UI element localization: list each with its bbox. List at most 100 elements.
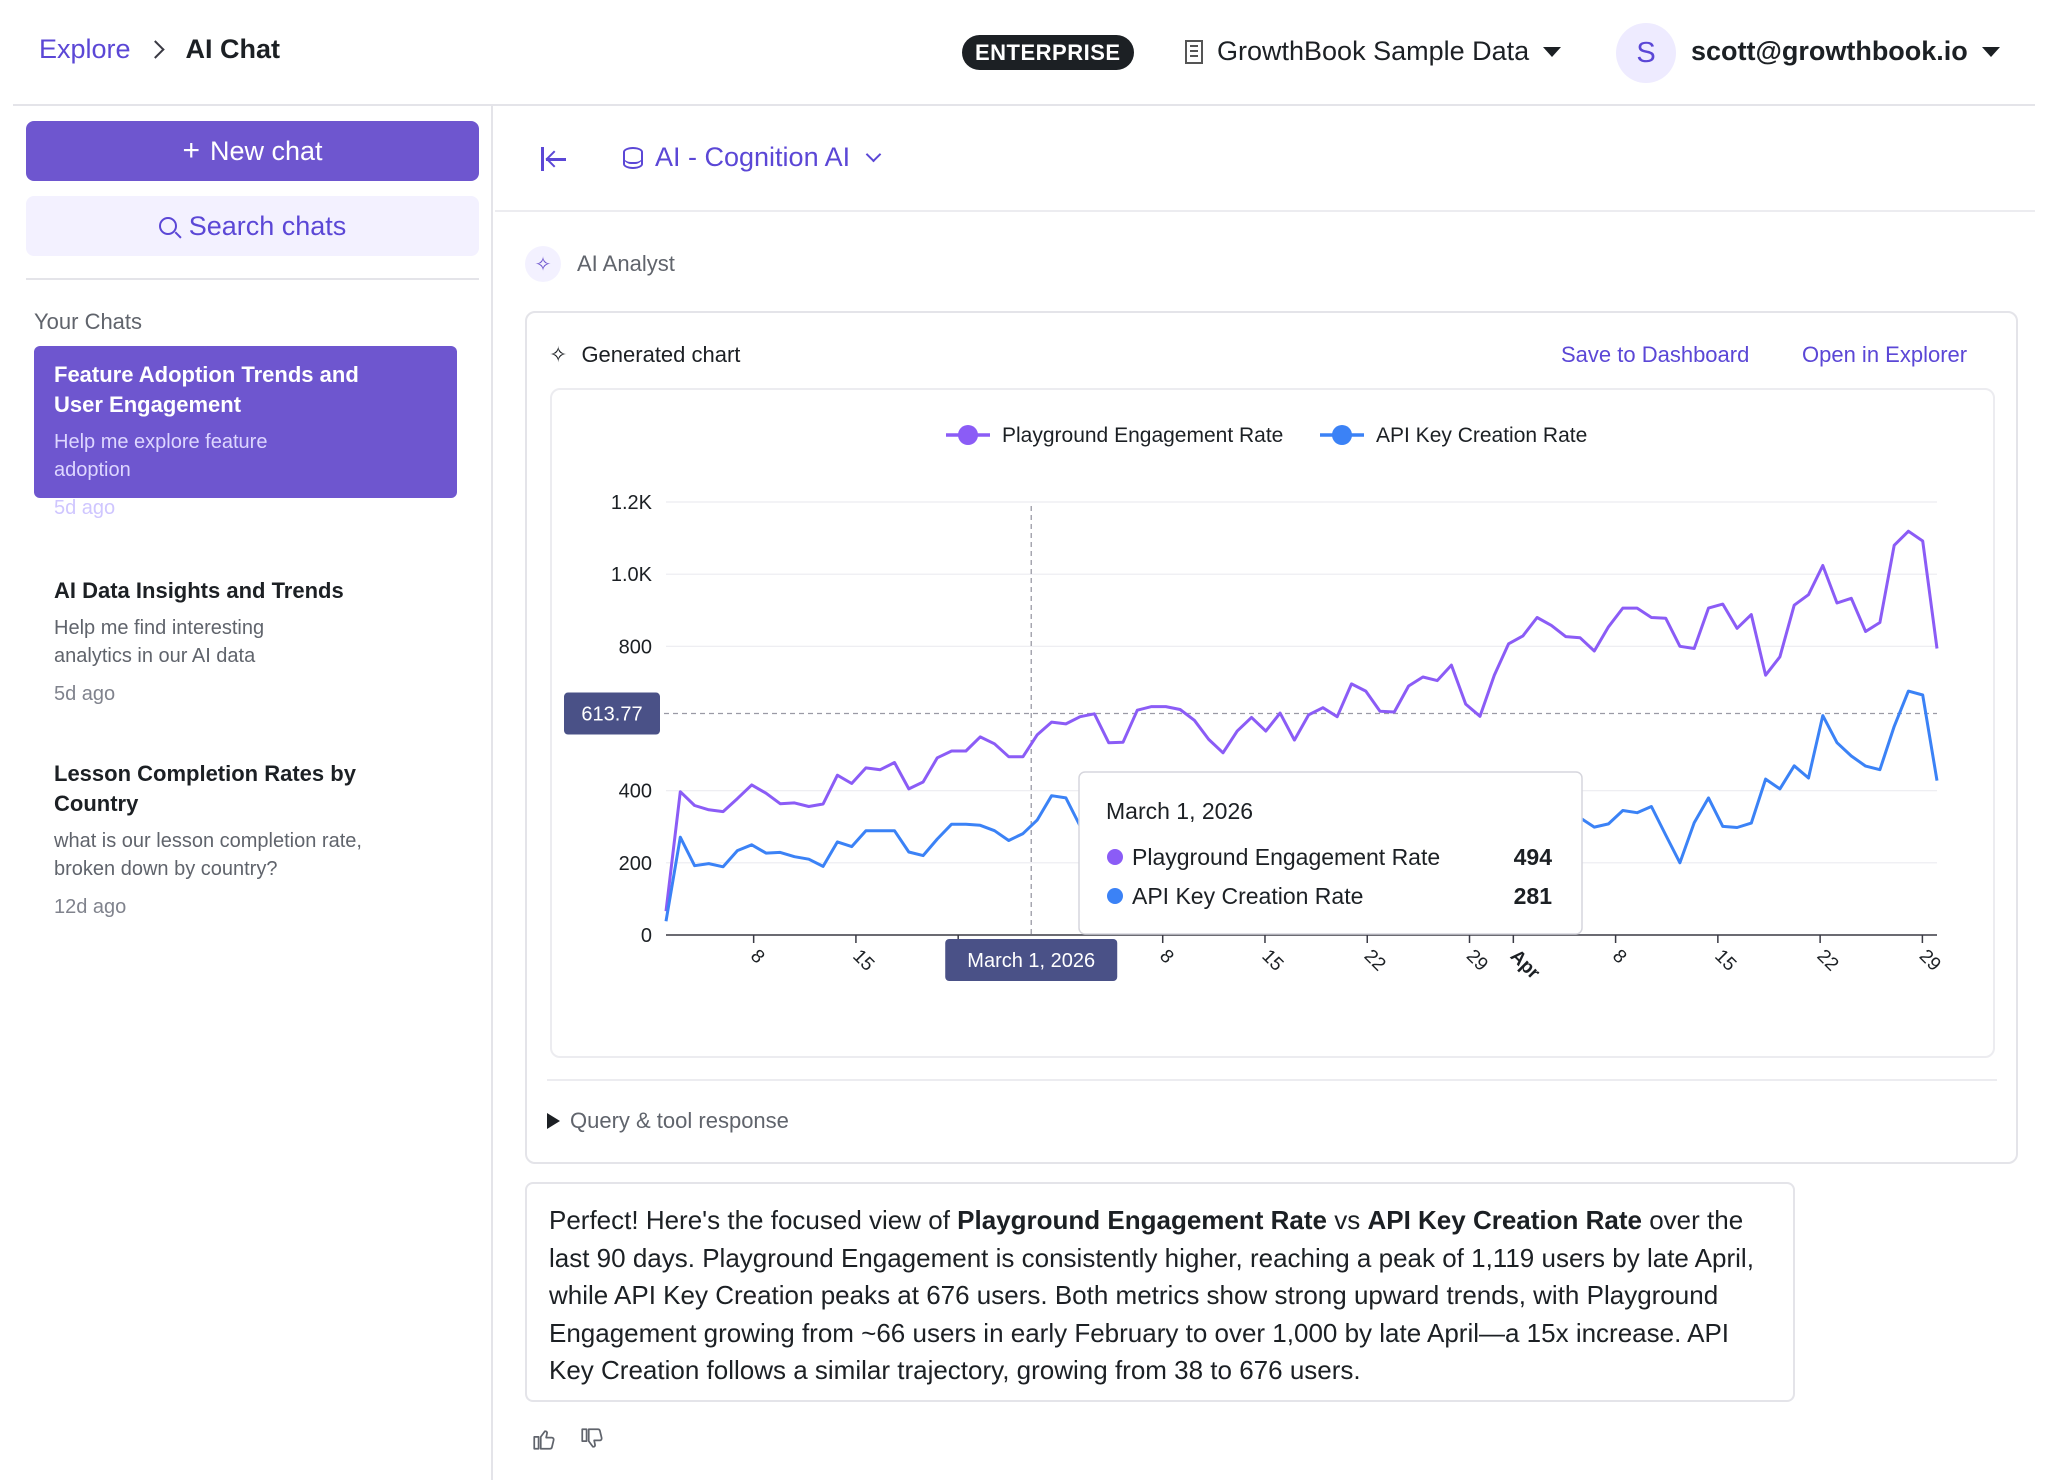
chat-time: 12d ago xyxy=(54,896,127,918)
crosshair-x-label: March 1, 2026 xyxy=(967,950,1095,972)
tooltip-series-name: API Key Creation Rate xyxy=(1132,883,1363,909)
x-tick-label: 15 xyxy=(1710,946,1740,976)
breadcrumb-explore-link[interactable]: Explore xyxy=(39,34,131,64)
legend-label: Playground Engagement Rate xyxy=(1002,424,1283,447)
card-title: ✧ Generated chart xyxy=(549,342,740,368)
ai-analyst-text: AI Analyst xyxy=(577,251,675,276)
enterprise-badge: ENTERPRISE xyxy=(962,35,1134,70)
message-text: vs xyxy=(1327,1205,1368,1235)
avatar[interactable]: S xyxy=(1616,23,1676,83)
legend-marker xyxy=(958,425,978,445)
x-tick-label: 29 xyxy=(1462,946,1492,976)
new-chat-button[interactable]: + New chat xyxy=(26,121,479,181)
x-tick-label: 8 xyxy=(746,946,768,968)
generated-chart-card: ✧ Generated chart Save to Dashboard Open… xyxy=(525,311,2018,1164)
chevron-down-icon xyxy=(865,146,882,163)
plus-icon: + xyxy=(182,134,200,167)
org-name: GrowthBook Sample Data xyxy=(1217,36,1530,66)
database-icon xyxy=(623,146,643,169)
chat-title: AI Data Insights and Trends xyxy=(54,578,344,603)
y-tick-label: 200 xyxy=(619,853,652,875)
chat-header: AI - Cognition AI xyxy=(495,106,2035,212)
ai-analyst-label: ✧ AI Analyst xyxy=(525,246,675,282)
query-label: Query & tool response xyxy=(570,1108,789,1133)
chat-title: Feature Adoption Trends and User Engagem… xyxy=(54,362,359,417)
tooltip-series-name: Playground Engagement Rate xyxy=(1132,844,1440,870)
breadcrumb-current: AI Chat xyxy=(185,34,281,64)
sidebar-divider xyxy=(26,278,479,280)
query-tool-response-toggle[interactable]: Query & tool response xyxy=(547,1108,789,1134)
card-title-text: Generated chart xyxy=(581,342,741,367)
chat-description: what is our lesson completion rate, brok… xyxy=(54,830,362,880)
chat-title: Lesson Completion Rates by Country xyxy=(54,761,356,816)
tooltip-marker xyxy=(1107,888,1123,904)
sparkle-icon: ✧ xyxy=(525,246,561,282)
user-email: scott@growthbook.io xyxy=(1691,36,1968,66)
x-tick-label: 15 xyxy=(1257,946,1287,976)
chat-item[interactable]: Lesson Completion Rates by Country what … xyxy=(34,745,457,925)
search-chats-button[interactable]: Search chats xyxy=(26,196,479,256)
crosshair-y-label: 613.77 xyxy=(581,704,642,726)
caret-down-icon xyxy=(1981,46,2000,57)
chevron-right-icon xyxy=(145,40,165,59)
chat-time: 5d ago xyxy=(54,683,116,705)
crosshair-y-label-box xyxy=(564,692,660,735)
thumbs-up-icon[interactable] xyxy=(531,1426,557,1452)
caret-down-icon xyxy=(1543,46,1562,57)
x-tick-label: 22 xyxy=(1813,946,1843,976)
search-chats-label: Search chats xyxy=(188,210,347,241)
legend-label: API Key Creation Rate xyxy=(1376,424,1587,447)
y-tick-label: 0 xyxy=(641,925,652,947)
line-chart[interactable]: 02004008001.0K1.2K815228152229Apr8152229… xyxy=(552,390,1997,1060)
sidebar: + New chat Search chats Your Chats Featu… xyxy=(13,106,493,1480)
x-tick-label: 15 xyxy=(848,946,878,976)
legend-marker xyxy=(1332,425,1352,445)
message-text: over the last 90 days. Playground Engage… xyxy=(549,1205,1754,1385)
datasource-name: AI - Cognition AI xyxy=(655,142,851,172)
search-icon xyxy=(158,217,177,235)
tooltip-value: 281 xyxy=(1514,883,1553,909)
save-to-dashboard-link[interactable]: Save to Dashboard xyxy=(1561,342,1750,367)
new-chat-label: New chat xyxy=(209,135,323,166)
tooltip-marker xyxy=(1107,849,1123,865)
datasource-selector[interactable]: AI - Cognition AI xyxy=(623,142,882,173)
thumbs-down-icon[interactable] xyxy=(579,1426,605,1452)
collapse-sidebar-icon[interactable] xyxy=(541,147,567,171)
open-in-explorer-link[interactable]: Open in Explorer xyxy=(1802,342,1968,367)
x-tick-label: 8 xyxy=(1155,946,1177,968)
user-menu[interactable]: scott@growthbook.io xyxy=(1691,36,2000,67)
y-tick-label: 800 xyxy=(619,636,652,658)
triangle-right-icon xyxy=(547,1113,560,1129)
tooltip-date: March 1, 2026 xyxy=(1106,798,1253,824)
assistant-message: Perfect! Here's the focused view of Play… xyxy=(525,1182,1795,1402)
breadcrumb: Explore AI Chat xyxy=(39,34,280,65)
message-bold: Playground Engagement Rate xyxy=(957,1205,1327,1235)
sparkle-icon: ✧ xyxy=(549,342,568,367)
tooltip-box xyxy=(1078,771,1583,935)
top-bar: Explore AI Chat ENTERPRISE GrowthBook Sa… xyxy=(13,0,2035,106)
chat-item[interactable]: Feature Adoption Trends and User Engagem… xyxy=(34,346,457,519)
tooltip-value: 494 xyxy=(1514,844,1553,870)
x-tick-label: 22 xyxy=(1360,946,1390,976)
y-tick-label: 1.2K xyxy=(611,492,653,514)
x-tick-label: 8 xyxy=(1608,946,1630,968)
chat-description: Help me find interesting analytics in ou… xyxy=(54,617,265,667)
building-icon xyxy=(1185,39,1203,64)
chat-item[interactable]: AI Data Insights and Trends Help me find… xyxy=(34,562,457,712)
chart-container: 02004008001.0K1.2K815228152229Apr8152229… xyxy=(550,388,1995,1058)
main-panel: AI - Cognition AI ✧ AI Analyst ✧ Generat… xyxy=(495,106,2035,1480)
card-divider xyxy=(547,1079,1997,1081)
y-tick-label: 1.0K xyxy=(611,564,653,586)
section-heading: Your Chats xyxy=(34,309,143,334)
message-text: Perfect! Here's the focused view of xyxy=(549,1205,958,1235)
chat-time: 5d ago xyxy=(54,497,116,519)
message-bold: API Key Creation Rate xyxy=(1367,1205,1642,1235)
x-tick-label: 29 xyxy=(1915,946,1945,976)
series-line-1 xyxy=(664,529,1939,912)
crosshair-x-label-box xyxy=(945,939,1118,981)
y-tick-label: 400 xyxy=(619,781,652,803)
x-tick-label: Apr xyxy=(1506,946,1544,984)
org-selector[interactable]: GrowthBook Sample Data xyxy=(1185,36,1562,67)
chat-description: Help me explore feature adoption xyxy=(54,431,268,481)
